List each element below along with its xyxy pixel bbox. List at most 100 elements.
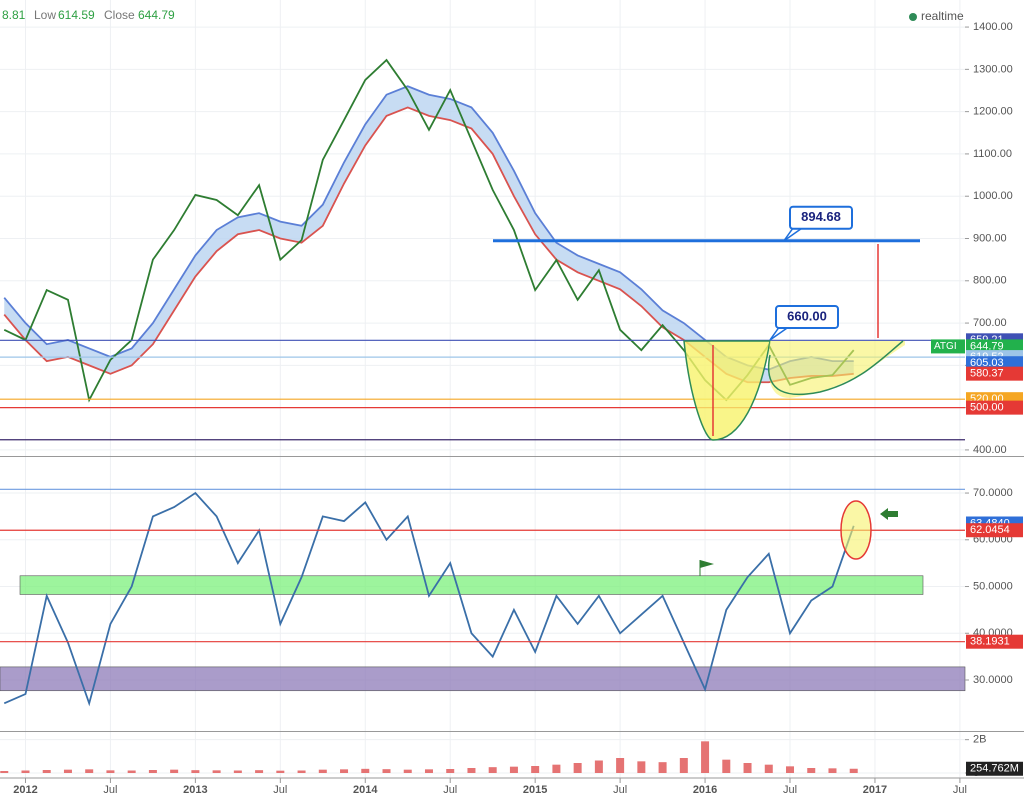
volume-bar [233, 770, 242, 773]
zone-band [0, 666, 966, 692]
volume-bar [21, 770, 30, 773]
series-line [3, 491, 855, 707]
ma-band-fill [4, 86, 854, 383]
price-box [966, 400, 1023, 415]
volume-bar [340, 769, 349, 773]
volume-bar [722, 759, 731, 773]
volume-bar [573, 763, 582, 773]
price-box-label: 62.0454 [970, 524, 1010, 536]
volume-bar [531, 766, 540, 773]
volume-bar [424, 769, 433, 773]
x-tick-label: 2017 [863, 784, 887, 796]
y-tick-label: 1000.00 [973, 190, 1013, 202]
volume-bar [127, 770, 136, 773]
y-tick-label: 30.0000 [973, 674, 1013, 686]
cup-left [683, 340, 771, 441]
y-tick-label: 70.0000 [973, 487, 1013, 499]
volume-bar [212, 770, 221, 773]
y-tick-label: 1300.00 [973, 63, 1013, 75]
callout-label: 894.68 [801, 209, 841, 224]
price-box-label: 605.03 [970, 357, 1004, 369]
x-tick-label: Jul [273, 784, 287, 796]
y-tick-label: 1400.00 [973, 21, 1013, 33]
volume-bar [148, 770, 157, 773]
x-tick-label: Jul [443, 784, 457, 796]
volume-bar [170, 769, 179, 773]
price-box-label: 580.37 [970, 368, 1004, 380]
volume-bar [764, 764, 773, 773]
volume-bar [509, 766, 518, 773]
header-close: 644.79 [138, 8, 175, 22]
y-tick-label: 800.00 [973, 275, 1007, 287]
x-tick-label: Jul [783, 784, 797, 796]
volume-bar [255, 770, 264, 773]
header-low_label: Low [34, 8, 56, 22]
y-tick-label: 400.00 [973, 444, 1007, 456]
volume-bar [446, 769, 455, 773]
volume-bar [786, 766, 795, 773]
callout-box [775, 304, 839, 329]
x-tick-label: 2015 [523, 784, 547, 796]
volume-bar [0, 771, 9, 773]
volume-bar [807, 768, 816, 773]
price-box [966, 366, 1023, 381]
x-tick-label: 2013 [183, 784, 207, 796]
cup-right-fill [713, 341, 905, 398]
volume-bar [106, 770, 115, 773]
volume-bar [403, 769, 412, 773]
x-tick-label: Jul [103, 784, 117, 796]
y-tick-label: 50.0000 [973, 580, 1013, 592]
x-tick-label: 2016 [693, 784, 717, 796]
symbol-box [931, 339, 965, 354]
price-box [966, 761, 1023, 776]
callout-label: 660.00 [787, 308, 827, 323]
pointer-arrow [880, 508, 898, 520]
volume-bar [828, 768, 837, 773]
price-box-label: 500.00 [970, 402, 1004, 414]
volume-bar [191, 770, 200, 773]
volume-bar [488, 767, 497, 773]
price-box-label: 254.762M [970, 763, 1019, 775]
header-open: 8.81 [2, 8, 26, 22]
y-tick-label: 900.00 [973, 232, 1007, 244]
symbol-label: ATGI [934, 341, 957, 352]
realtime-dot [909, 13, 917, 21]
price-box-label: 38.1931 [970, 636, 1010, 648]
volume-bar [467, 768, 476, 773]
x-tick-label: 2014 [353, 784, 378, 796]
price-box [966, 339, 1023, 354]
volume-bar [42, 770, 51, 773]
price-box-label: 644.79 [970, 340, 1004, 352]
y-tick-label: 2B [973, 734, 986, 746]
y-tick-label: 1100.00 [973, 148, 1012, 160]
volume-bar [594, 760, 603, 773]
x-tick-label: Jul [953, 784, 967, 796]
volume-bar [297, 770, 306, 773]
volume-bar [276, 770, 285, 773]
volume-bar [658, 762, 667, 773]
callout-box [789, 205, 853, 230]
price-box [966, 634, 1023, 649]
volume-bar [849, 768, 858, 773]
y-tick-label: 1200.00 [973, 106, 1013, 118]
cup-right [767, 340, 904, 396]
volume-bar [85, 769, 94, 773]
x-tick-label: Jul [613, 784, 627, 796]
decorations [683, 244, 905, 576]
rsi-highlight [840, 500, 872, 560]
zone-band [19, 575, 924, 595]
realtime-label: realtime [921, 9, 964, 23]
volume-bar [637, 761, 646, 773]
y-tick-label: 700.00 [973, 317, 1007, 329]
volume-bar [679, 758, 688, 773]
flag [700, 560, 714, 568]
volume-bar [616, 758, 625, 773]
price-box [966, 523, 1023, 538]
volume-bar [361, 768, 370, 773]
header-low: 614.59 [58, 8, 95, 22]
volume-bar [63, 769, 72, 773]
volume-bar [701, 741, 710, 773]
volume-bar [382, 769, 391, 773]
volume-bar [318, 769, 327, 773]
